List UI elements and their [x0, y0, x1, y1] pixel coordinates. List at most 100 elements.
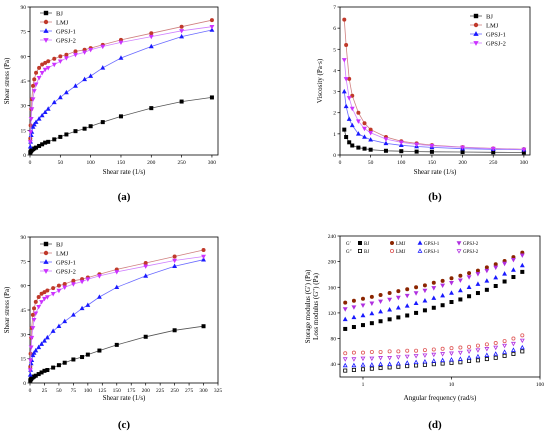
data-point — [172, 328, 177, 333]
y-tick-label: 30 — [21, 332, 27, 338]
data-point — [27, 144, 33, 149]
data-point — [50, 328, 56, 333]
data-point — [201, 247, 206, 252]
data-point — [360, 356, 366, 362]
legend-label: GPSJ-1 — [424, 250, 440, 255]
data-point — [431, 286, 437, 291]
data-point — [422, 288, 428, 294]
legend: BJ LMJ GPSJ-1 GPSJ-2 — [40, 11, 76, 45]
data-point — [378, 366, 383, 371]
data-point — [396, 289, 401, 294]
data-point — [395, 360, 401, 366]
data-point — [399, 149, 404, 154]
series-gpsj-1 — [27, 27, 215, 149]
data-point — [369, 366, 374, 371]
data-point — [85, 352, 90, 357]
x-tick-label: 200 — [458, 160, 467, 166]
data-point — [350, 93, 355, 98]
data-point — [449, 281, 454, 286]
legend-label: BJ — [364, 242, 369, 247]
data-point — [201, 254, 206, 260]
data-point — [79, 279, 85, 285]
data-point — [39, 300, 45, 305]
data-point — [460, 150, 465, 155]
data-point — [39, 291, 44, 296]
data-point — [475, 281, 481, 286]
y-tick-label: 75 — [21, 30, 27, 36]
legend-marker — [417, 240, 423, 245]
data-point — [62, 360, 67, 365]
legend-label: GPSJ-2 — [56, 269, 76, 276]
data-point — [368, 131, 374, 136]
x-tick-label: 250 — [489, 160, 498, 166]
x-tick-label: 100 — [536, 382, 545, 388]
series-line — [29, 29, 212, 147]
legend-prefix: G″ — [346, 250, 352, 255]
data-point — [148, 34, 154, 40]
legend-marker — [43, 19, 49, 25]
data-point — [31, 83, 36, 88]
data-point — [118, 40, 124, 46]
y-tick-label: 200 — [328, 260, 337, 266]
data-point — [351, 305, 357, 310]
data-point — [431, 295, 437, 300]
x-tick-label: 150 — [428, 160, 437, 166]
data-point — [355, 131, 361, 136]
data-point — [347, 140, 352, 145]
data-point — [114, 270, 120, 275]
y-tick-label: 0 — [333, 153, 336, 159]
y-axis-label-2: Loss modulus (G″) (Pa) — [312, 272, 320, 340]
data-point — [457, 350, 463, 356]
data-point — [36, 75, 42, 81]
data-point — [360, 367, 365, 372]
y-tick-label: 30 — [21, 104, 27, 110]
data-point — [378, 299, 384, 305]
data-point — [351, 298, 356, 303]
data-point — [51, 365, 56, 370]
series-line — [29, 26, 212, 142]
data-point — [449, 357, 454, 362]
data-point — [37, 65, 42, 70]
data-point — [457, 278, 463, 283]
data-point — [431, 347, 436, 352]
legend-marker — [43, 38, 49, 43]
data-point — [493, 345, 499, 351]
data-point — [30, 352, 36, 358]
data-point — [56, 283, 61, 288]
data-point — [414, 285, 419, 290]
data-point — [422, 362, 427, 367]
y-tick-label: 90 — [21, 235, 27, 241]
x-tick-label: 250 — [170, 388, 179, 394]
series-line — [29, 259, 204, 375]
data-point — [71, 357, 76, 362]
data-point — [32, 306, 37, 311]
y-tick-label: 0 — [23, 381, 26, 387]
data-point — [42, 290, 47, 295]
data-point — [484, 265, 489, 270]
legend-label: GPSJ-2 — [463, 242, 479, 247]
x-tick-label: 100 — [84, 388, 93, 394]
data-point — [475, 353, 481, 359]
data-point — [405, 287, 410, 292]
data-point — [431, 362, 436, 367]
data-point — [440, 357, 446, 363]
data-point — [45, 288, 50, 293]
data-point — [414, 310, 419, 315]
y-tick-label: 40 — [331, 362, 337, 368]
data-point — [387, 356, 393, 361]
data-point — [349, 106, 355, 112]
data-point — [422, 348, 427, 353]
data-point — [32, 77, 37, 82]
data-point — [458, 360, 463, 365]
data-point — [360, 303, 366, 308]
data-point — [343, 103, 349, 109]
data-point — [179, 99, 184, 104]
y-tick-label: 80 — [331, 337, 337, 343]
data-point — [100, 65, 106, 70]
data-point — [475, 358, 480, 363]
data-point — [510, 341, 516, 347]
x-tick-label: 50 — [56, 388, 62, 394]
data-point — [458, 297, 463, 302]
data-point — [172, 254, 177, 259]
